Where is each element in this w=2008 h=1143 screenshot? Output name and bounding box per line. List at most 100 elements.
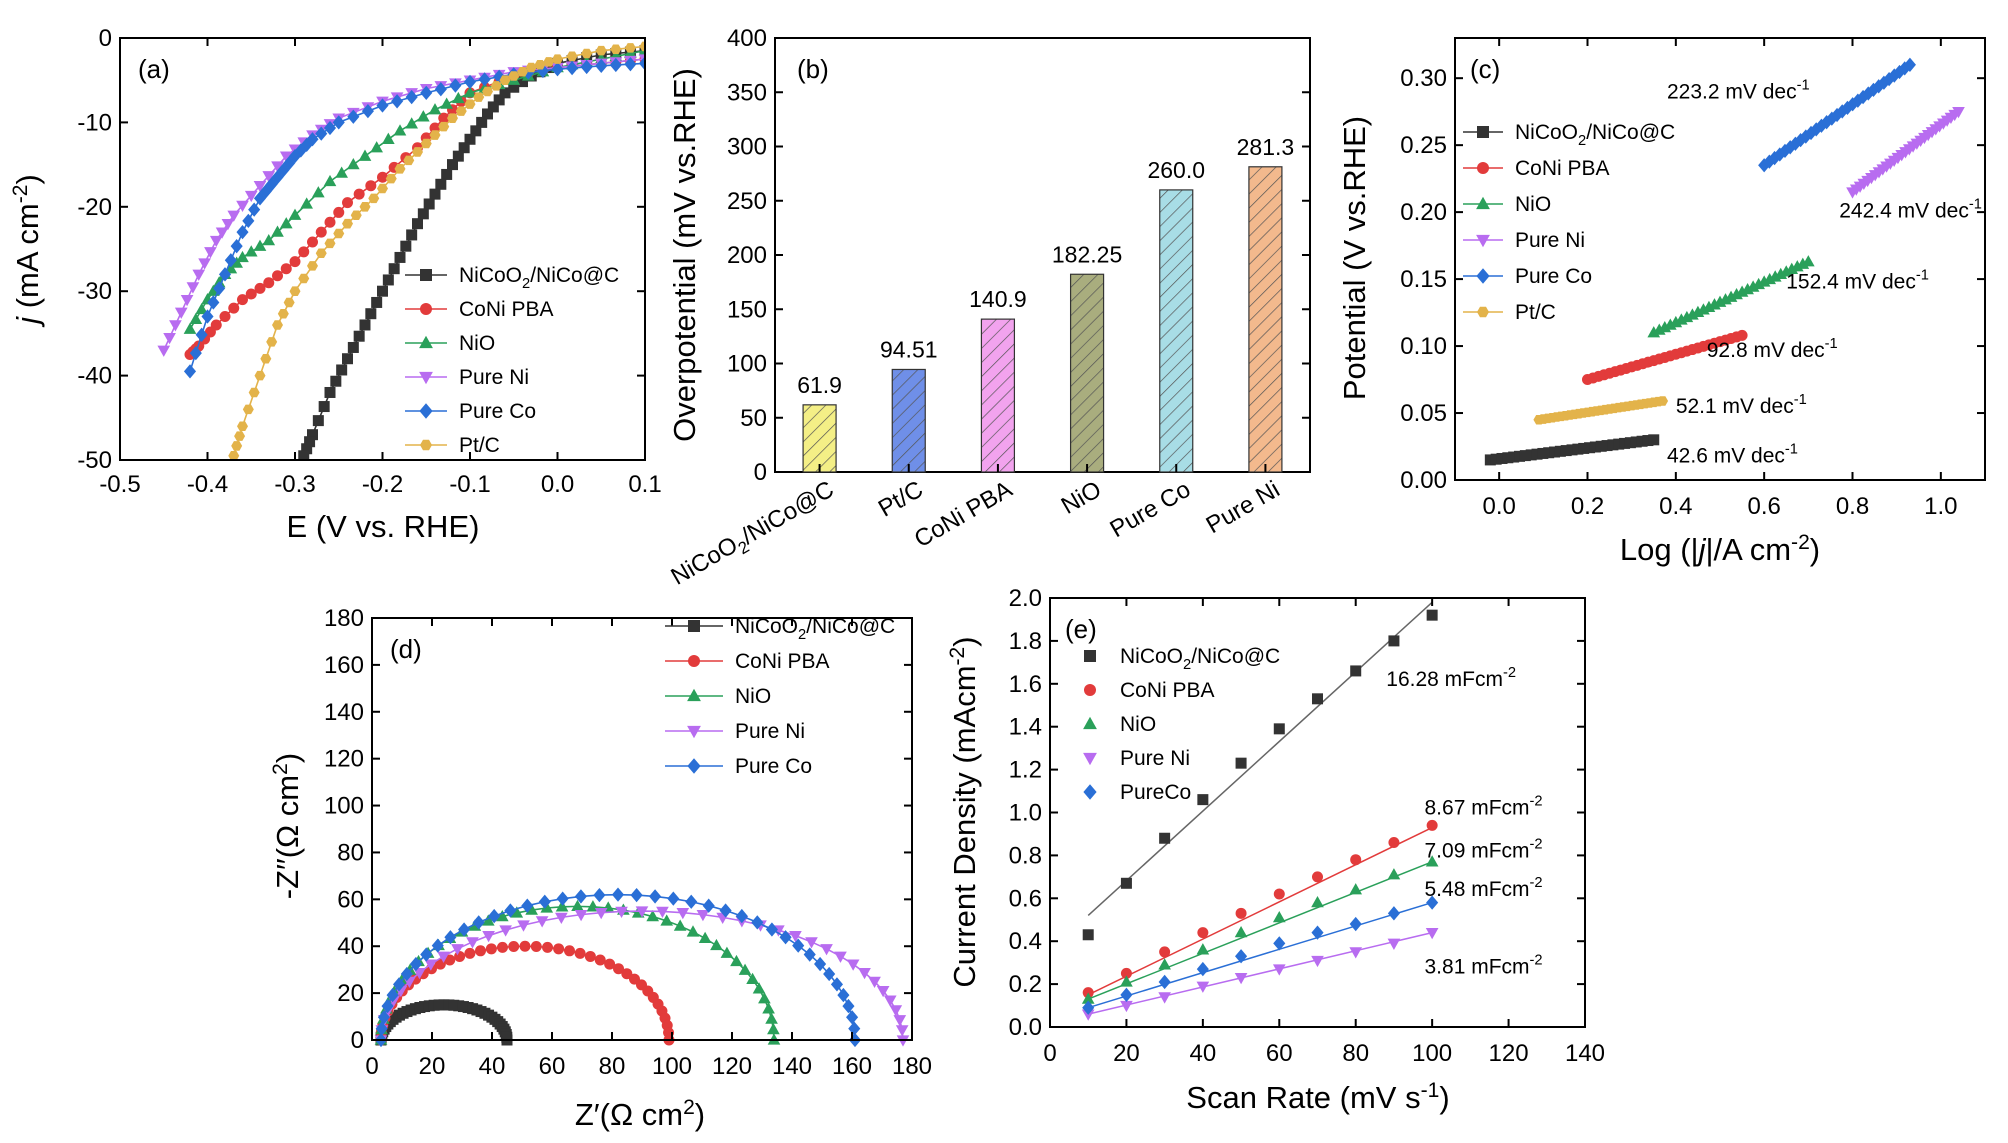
y-tick-label: 0.00 [1400,467,1447,494]
data-point [228,451,240,460]
data-point [883,995,897,1007]
data-point [455,106,467,116]
data-point [420,138,432,149]
x-tick-label: 0.0 [1482,493,1515,520]
bar-value-label: 281.3 [1237,134,1295,160]
data-point [431,938,444,953]
data-point [476,116,488,128]
y-tick-label: 140 [324,699,364,726]
data-point [571,899,584,912]
data-point [521,898,534,913]
data-point [377,285,388,297]
data-point [495,909,509,922]
label-part: (mA cm [10,203,45,317]
x-tick-label: 120 [1489,1040,1529,1067]
data-point [1531,448,1543,460]
data-point [738,963,752,975]
legend-entry: NiO [1120,713,1156,736]
data-point [1272,911,1286,923]
data-point [315,126,328,141]
data-point [673,919,687,931]
label-part: NiCoO [735,615,798,638]
label-part: NiCoO [1120,645,1183,668]
data-point [365,180,377,192]
y-tick-label: 0.20 [1400,199,1447,226]
series-line [189,62,645,372]
data-point [779,930,792,945]
data-point [594,907,608,920]
y-tick-label: 100 [727,351,767,378]
data-point [215,227,229,239]
data-point [482,86,493,97]
data-point [686,925,700,937]
data-point [1350,665,1362,677]
data-point [253,239,267,251]
data-point [333,228,345,239]
y-tick-label: 0 [754,459,767,486]
data-point [283,297,295,308]
x-axis-label: E (V vs. RHE) [287,509,480,544]
y-tick-label: 300 [727,134,767,161]
x-tick-label: 180 [892,1053,932,1080]
data-point [789,931,802,943]
data-point [189,312,203,325]
data-point [1883,71,1896,87]
data-point [394,251,406,263]
legend-marker [420,439,432,451]
data-point [365,308,377,320]
label-part: -1 [1794,392,1807,408]
data-point [638,56,645,71]
y-tick-label: -50 [77,447,112,474]
panel-label: (a) [138,54,170,84]
data-point [242,213,255,229]
data-point [428,103,442,115]
data-point [566,51,578,62]
y-tick-label: -20 [77,194,112,221]
data-point [555,900,569,912]
y-tick-label: 1.8 [1009,628,1042,655]
data-point [762,1002,775,1014]
data-point [315,248,327,258]
data-point [371,296,383,308]
data-point [719,903,732,918]
data-point [1235,907,1247,919]
data-point [1802,255,1815,267]
fit-line [1087,901,1433,1009]
legend-entry: Pure Ni [459,366,529,389]
data-point [563,945,575,957]
y-axis-label: Potential (V vs.RHE) [1337,116,1372,400]
data-point [405,89,418,105]
x-tick-label: 0.2 [1571,493,1604,520]
label-part: 7.09 mFcm [1425,840,1530,863]
data-point [621,968,633,980]
data-point [538,894,551,909]
data-point [1589,441,1601,453]
data-point [1387,906,1400,921]
data-point [1560,445,1572,457]
data-point [639,41,645,52]
data-point [667,891,680,906]
y-tick-label: 400 [727,25,767,52]
legend-entry: NiO [459,332,495,355]
data-point [245,288,257,300]
y-tick-label: -40 [77,363,112,390]
label-part: 223.2 mV dec [1667,80,1797,103]
y-tick-label: 40 [337,933,364,960]
data-point [330,375,342,387]
data-point [730,954,743,967]
x-axis-label: Log (|j|/A cm-2) [1620,531,1820,567]
data-point [1388,635,1400,647]
data-point [253,191,267,206]
panel-label: (e) [1065,614,1097,644]
x-tick-label: 80 [1342,1040,1369,1067]
label-part: 2 [522,276,530,292]
data-point [1543,447,1555,459]
data-point [277,163,290,178]
data-point [394,164,406,174]
x-category-label: Pt/C [874,476,928,523]
data-point [417,110,430,122]
y-tick-label: 0.4 [1009,928,1042,955]
data-point [237,294,248,306]
x-axis-label: Z′(Ω cm2) [575,1096,705,1132]
legend-entry: Pure Ni [735,720,805,743]
